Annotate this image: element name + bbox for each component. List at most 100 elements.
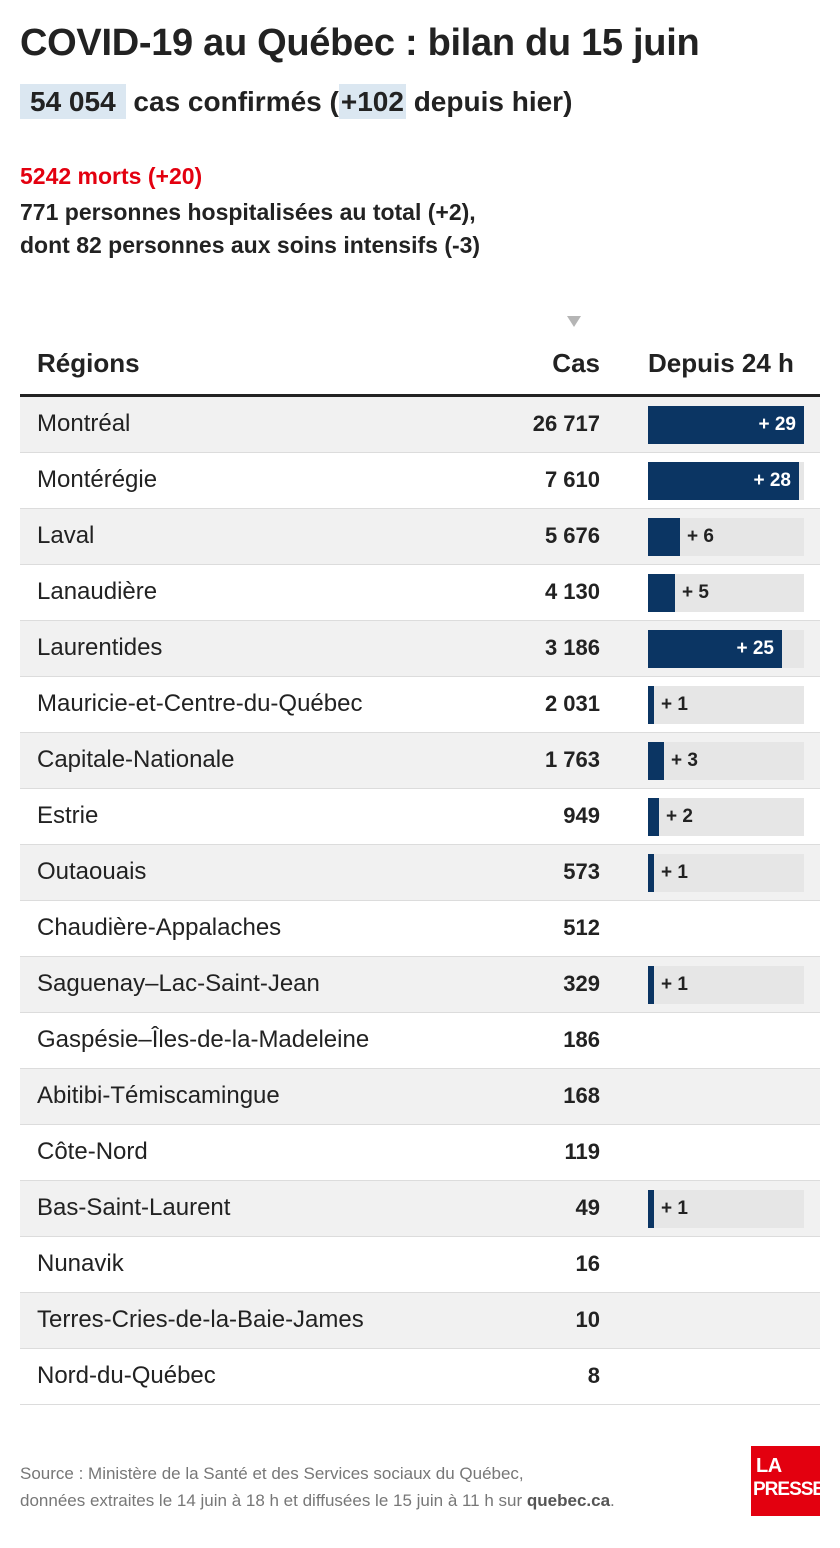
regions-table: Régions Cas Depuis 24 h Montréal 26 717 + … xyxy=(20,340,820,1405)
delta-label: + 5 xyxy=(682,582,709,603)
region-name: Capitale-Nationale xyxy=(37,746,235,773)
table-row: Mauricie-et-Centre-du-Québec 2 031 + 1 xyxy=(20,677,820,733)
delta-bar xyxy=(648,1190,654,1228)
region-name: Terres-Cries-de-la-Baie-James xyxy=(37,1306,364,1333)
region-name: Lanaudière xyxy=(37,578,158,605)
source-line-2-end: . xyxy=(610,1491,615,1510)
delta-label: + 1 xyxy=(661,1198,688,1219)
delta-bar xyxy=(648,966,654,1004)
delta-bar xyxy=(648,630,782,668)
region-name: Mauricie-et-Centre-du-Québec xyxy=(37,690,363,717)
region-name: Montréal xyxy=(37,410,131,437)
table-row: Outaouais 573 + 1 xyxy=(20,845,820,901)
table-row: Terres-Cries-de-la-Baie-James 10 xyxy=(20,1293,820,1349)
column-header-cases[interactable]: Cas xyxy=(552,348,600,378)
table-row: Bas-Saint-Laurent 49 + 1 xyxy=(20,1181,820,1237)
delta-label: + 1 xyxy=(661,862,688,883)
region-name: Estrie xyxy=(37,802,99,829)
sort-descending-icon[interactable] xyxy=(567,316,581,327)
table-row: Montréal 26 717 + 29 xyxy=(20,397,820,453)
delta-label: + 28 xyxy=(753,470,791,491)
delta-bar xyxy=(648,518,680,556)
cases-delta: +102 xyxy=(338,84,406,119)
delta-bar-track: + 5 xyxy=(648,574,804,612)
source-link[interactable]: quebec.ca xyxy=(526,1491,611,1510)
delta-bar-track: + 25 xyxy=(648,630,804,668)
region-name: Laurentides xyxy=(37,634,163,661)
logo-line-1: LA xyxy=(756,1455,782,1477)
region-name: Côte-Nord xyxy=(37,1138,148,1165)
delta-bar xyxy=(648,854,654,892)
logo-line-2: PRESSE xyxy=(753,1479,825,1500)
table-row: Laval 5 676 + 6 xyxy=(20,509,820,565)
region-name: Nunavik xyxy=(37,1250,124,1277)
deaths-count: 5242 morts (+20) xyxy=(20,163,203,189)
region-name: Chaudière-Appalaches xyxy=(37,914,282,941)
region-name: Abitibi-Témiscamingue xyxy=(37,1082,280,1109)
delta-bar-track: + 28 xyxy=(648,462,804,500)
delta-bar-track: + 2 xyxy=(648,798,804,836)
case-count: 512 xyxy=(563,915,600,940)
region-name: Nord-du-Québec xyxy=(37,1362,216,1389)
delta-bar xyxy=(648,686,654,724)
table-row: Nord-du-Québec 8 xyxy=(20,1349,820,1405)
table-row: Laurentides 3 186 + 25 xyxy=(20,621,820,677)
region-name: Gaspésie–Îles-de-la-Madeleine xyxy=(37,1026,370,1053)
case-count: 16 xyxy=(575,1251,600,1276)
delta-label: + 29 xyxy=(758,414,796,435)
region-name: Bas-Saint-Laurent xyxy=(37,1194,231,1221)
table-body: Montréal 26 717 + 29 Montérégie 7 610 + 28 Lav… xyxy=(20,397,820,1405)
delta-bar-track: + 6 xyxy=(648,518,804,556)
case-count: 5 676 xyxy=(544,523,600,548)
column-header-delta[interactable]: Depuis 24 h xyxy=(648,348,794,378)
source-note: Source : Ministère de la Santé et des Se… xyxy=(20,1460,615,1514)
table-row: Capitale-Nationale 1 763 + 3 xyxy=(20,733,820,789)
table-row: Saguenay–Lac-Saint-Jean 329 + 1 xyxy=(20,957,820,1013)
case-count: 4 130 xyxy=(544,579,600,604)
case-count: 26 717 xyxy=(532,411,600,436)
case-count: 329 xyxy=(563,971,600,996)
delta-bar xyxy=(648,574,675,612)
table-row: Côte-Nord 119 xyxy=(20,1125,820,1181)
cases-summary: 54 054 cas confirmés (+102 depuis hier) xyxy=(20,84,572,119)
table-row: Abitibi-Témiscamingue 168 xyxy=(20,1069,820,1125)
delta-bar-track: + 3 xyxy=(648,742,804,780)
case-count: 49 xyxy=(575,1195,600,1220)
region-name: Laval xyxy=(37,522,95,549)
delta-bar-track: + 1 xyxy=(648,966,804,1004)
table-row: Estrie 949 + 2 xyxy=(20,789,820,845)
case-count: 8 xyxy=(587,1363,600,1388)
page-title: COVID-19 au Québec : bilan du 15 juin xyxy=(20,22,700,64)
case-count: 168 xyxy=(563,1083,600,1108)
table-header: Régions Cas Depuis 24 h xyxy=(20,340,820,397)
delta-bar xyxy=(648,742,664,780)
delta-bar-track: + 29 xyxy=(648,406,804,444)
case-count: 1 763 xyxy=(544,747,600,772)
cases-text-before: cas confirmés ( xyxy=(133,86,339,117)
delta-label: + 1 xyxy=(661,694,688,715)
table-row: Gaspésie–Îles-de-la-Madeleine 186 xyxy=(20,1013,820,1069)
source-line-2-text: données extraites le 14 juin à 18 h et d… xyxy=(20,1491,527,1510)
delta-label: + 1 xyxy=(661,974,688,995)
table-row: Lanaudière 4 130 + 5 xyxy=(20,565,820,621)
table-row: Montérégie 7 610 + 28 xyxy=(20,453,820,509)
cases-total: 54 054 xyxy=(20,84,126,119)
la-presse-logo: LA PRESSE xyxy=(751,1446,825,1516)
delta-label: + 25 xyxy=(736,638,774,659)
region-name: Outaouais xyxy=(37,858,147,885)
source-line-2: données extraites le 14 juin à 18 h et d… xyxy=(20,1487,615,1514)
case-count: 573 xyxy=(563,859,600,884)
delta-bar xyxy=(648,406,804,444)
column-header-region[interactable]: Régions xyxy=(37,348,140,378)
table-row: Nunavik 16 xyxy=(20,1237,820,1293)
intensive-care-count: dont 82 personnes aux soins intensifs (-… xyxy=(20,232,481,258)
case-count: 7 610 xyxy=(544,467,600,492)
delta-bar-track: + 1 xyxy=(648,1190,804,1228)
delta-bar-track: + 1 xyxy=(648,854,804,892)
table-row: Chaudière-Appalaches 512 xyxy=(20,901,820,957)
delta-label: + 2 xyxy=(666,806,693,827)
hospitalized-count: 771 personnes hospitalisées au total (+2… xyxy=(20,199,476,225)
hospitalization-block: 771 personnes hospitalisées au total (+2… xyxy=(20,196,480,262)
delta-bar xyxy=(648,798,659,836)
case-count: 186 xyxy=(563,1027,600,1052)
